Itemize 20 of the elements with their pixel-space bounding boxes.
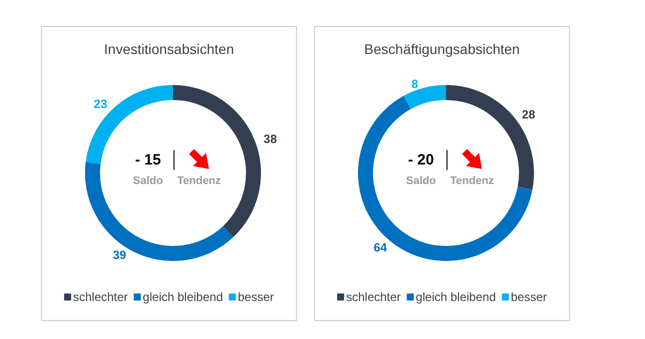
legend-label: gleich bleibend [416,290,496,304]
legend-label: besser [510,290,547,304]
text: Tendenz [450,175,494,187]
data-label: 39 [112,248,127,262]
text: - 20 [408,152,434,168]
data-label: 23 [94,96,108,111]
legend-label: besser [238,290,274,304]
data-label: 8 [411,76,418,91]
text: Saldo [406,175,436,187]
chart-title: Beschäftigungsabsichten [364,41,520,57]
chart-title: Investitionsabsichten [104,41,234,57]
data-label: 64 [374,240,388,254]
data-label: 28 [522,107,536,122]
legend-label: gleich bleibend [142,290,223,304]
data-label: 38 [264,132,278,146]
text: Saldo [133,175,164,187]
legend-label: schlechter [73,290,128,304]
text: Tendenz [177,175,222,187]
text: - 15 [135,152,161,168]
legend-label: schlechter [346,290,401,304]
